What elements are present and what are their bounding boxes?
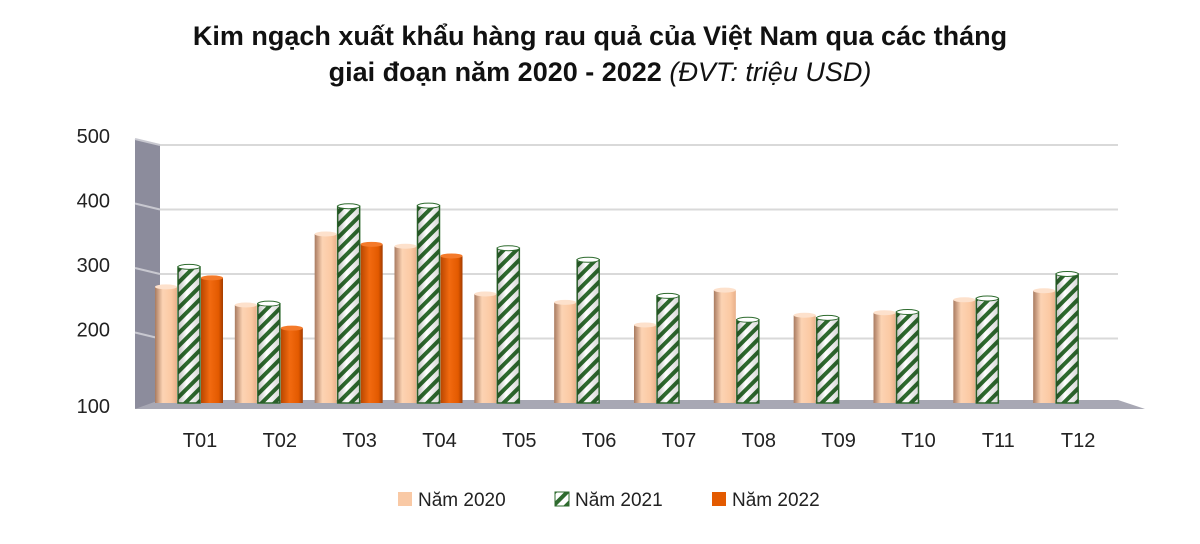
bar-năm-2022-t01 (201, 277, 223, 403)
bar-top-face (554, 299, 577, 305)
legend-swatch-0 (398, 492, 412, 506)
bar-top-face (634, 322, 656, 328)
x-tick-label: T05 (502, 430, 536, 452)
bar-top-face (816, 314, 840, 321)
bar-top-face (360, 241, 383, 247)
bar-top-face (1055, 271, 1079, 277)
bar-năm-2020-t02 (234, 304, 257, 403)
bar-shading (257, 303, 280, 403)
x-tick-label: T11 (982, 430, 1015, 452)
gridline-wall (134, 202, 161, 211)
bar-năm-2020-t03 (314, 234, 337, 403)
x-tick-label: T06 (582, 430, 616, 452)
x-tick-label: T04 (422, 430, 456, 452)
bar-shading (896, 312, 919, 403)
bar-shading (178, 266, 200, 403)
bar-năm-2020-t07 (634, 324, 656, 403)
x-tick-label: T08 (742, 430, 776, 452)
bar-top-face (177, 263, 201, 270)
bar-shading (577, 259, 600, 403)
bar-năm-2022-t04 (440, 255, 463, 403)
bar-top-face (314, 231, 337, 237)
bar-top-face (394, 243, 417, 249)
bar-top-face (1033, 288, 1056, 294)
legend-swatch-2 (712, 492, 726, 506)
y-tick-label: 400 (77, 191, 110, 213)
bar-top-face (793, 312, 816, 318)
chart-title: Kim ngạch xuất khẩu hàng rau quả của Việ… (0, 18, 1200, 90)
bar-top-face (873, 310, 896, 316)
bar-năm-2022-t02 (280, 328, 303, 403)
bar-shading (497, 248, 520, 403)
bar-top-face (736, 316, 760, 323)
bar-top-face (713, 287, 736, 293)
bar-shading (417, 205, 440, 403)
bar-shading (736, 319, 759, 403)
x-tick-label: T02 (263, 430, 297, 452)
legend-swatch-1 (554, 491, 570, 507)
bar-năm-2020-t05 (474, 293, 497, 403)
title-period: giai đoạn năm 2020 - 2022 (328, 57, 662, 87)
x-tick-label: T07 (662, 430, 696, 452)
x-tick-label: T03 (342, 430, 376, 452)
y-tick-label: 500 (77, 126, 110, 148)
bar-năm-2020-t12 (1033, 290, 1056, 403)
legend-label: Năm 2021 (575, 490, 663, 511)
bar-top-face (440, 253, 463, 259)
bar-top-face (656, 292, 680, 299)
y-tick-label: 100 (77, 396, 110, 418)
unit-note: (ĐVT: triệu USD) (669, 57, 872, 87)
bar-top-face (201, 275, 223, 281)
title-line-2: giai đoạn năm 2020 - 2022 (ĐVT: triệu US… (0, 54, 1200, 90)
bar-shading (337, 206, 360, 403)
bar-năm-2020-t08 (713, 290, 736, 403)
bar-top-face (280, 325, 303, 331)
bar-năm-2022-t03 (360, 244, 383, 403)
bar-shading (657, 295, 679, 403)
bar-top-face (337, 203, 361, 210)
side-wall (135, 139, 160, 409)
bar-shading (816, 317, 839, 403)
bar-top-face (496, 245, 520, 252)
gridline-wall (134, 267, 161, 275)
title-line-1: Kim ngạch xuất khẩu hàng rau quả của Việ… (192, 21, 1008, 51)
bar-shading (976, 298, 999, 403)
y-tick-label: 300 (77, 255, 110, 277)
bar-top-face (953, 297, 976, 303)
bar-shading (1056, 274, 1079, 403)
x-tick-label: T09 (821, 430, 855, 452)
bar-năm-2020-t09 (793, 315, 816, 403)
bar-top-face (417, 202, 440, 209)
x-tick-label: T10 (901, 430, 935, 452)
bar-năm-2020-t01 (155, 286, 177, 403)
x-tick-label: T12 (1061, 430, 1095, 452)
legend-label: Năm 2020 (418, 490, 506, 511)
bar-năm-2020-t11 (953, 299, 976, 403)
x-tick-label: T01 (183, 430, 217, 452)
bar-top-face (975, 295, 999, 302)
bar-năm-2020-t06 (554, 302, 577, 403)
bar-top-face (576, 256, 600, 263)
gridline-wall (134, 138, 161, 146)
bar-top-face (234, 302, 257, 308)
legend-label: Năm 2022 (732, 490, 820, 511)
bar-năm-2020-t04 (394, 246, 417, 403)
bar-top-face (155, 284, 177, 290)
bar-top-face (257, 300, 281, 307)
bar-năm-2020-t10 (873, 312, 896, 403)
bar-top-face (474, 291, 497, 297)
bar-top-face (896, 309, 919, 316)
y-tick-label: 200 (77, 320, 110, 342)
